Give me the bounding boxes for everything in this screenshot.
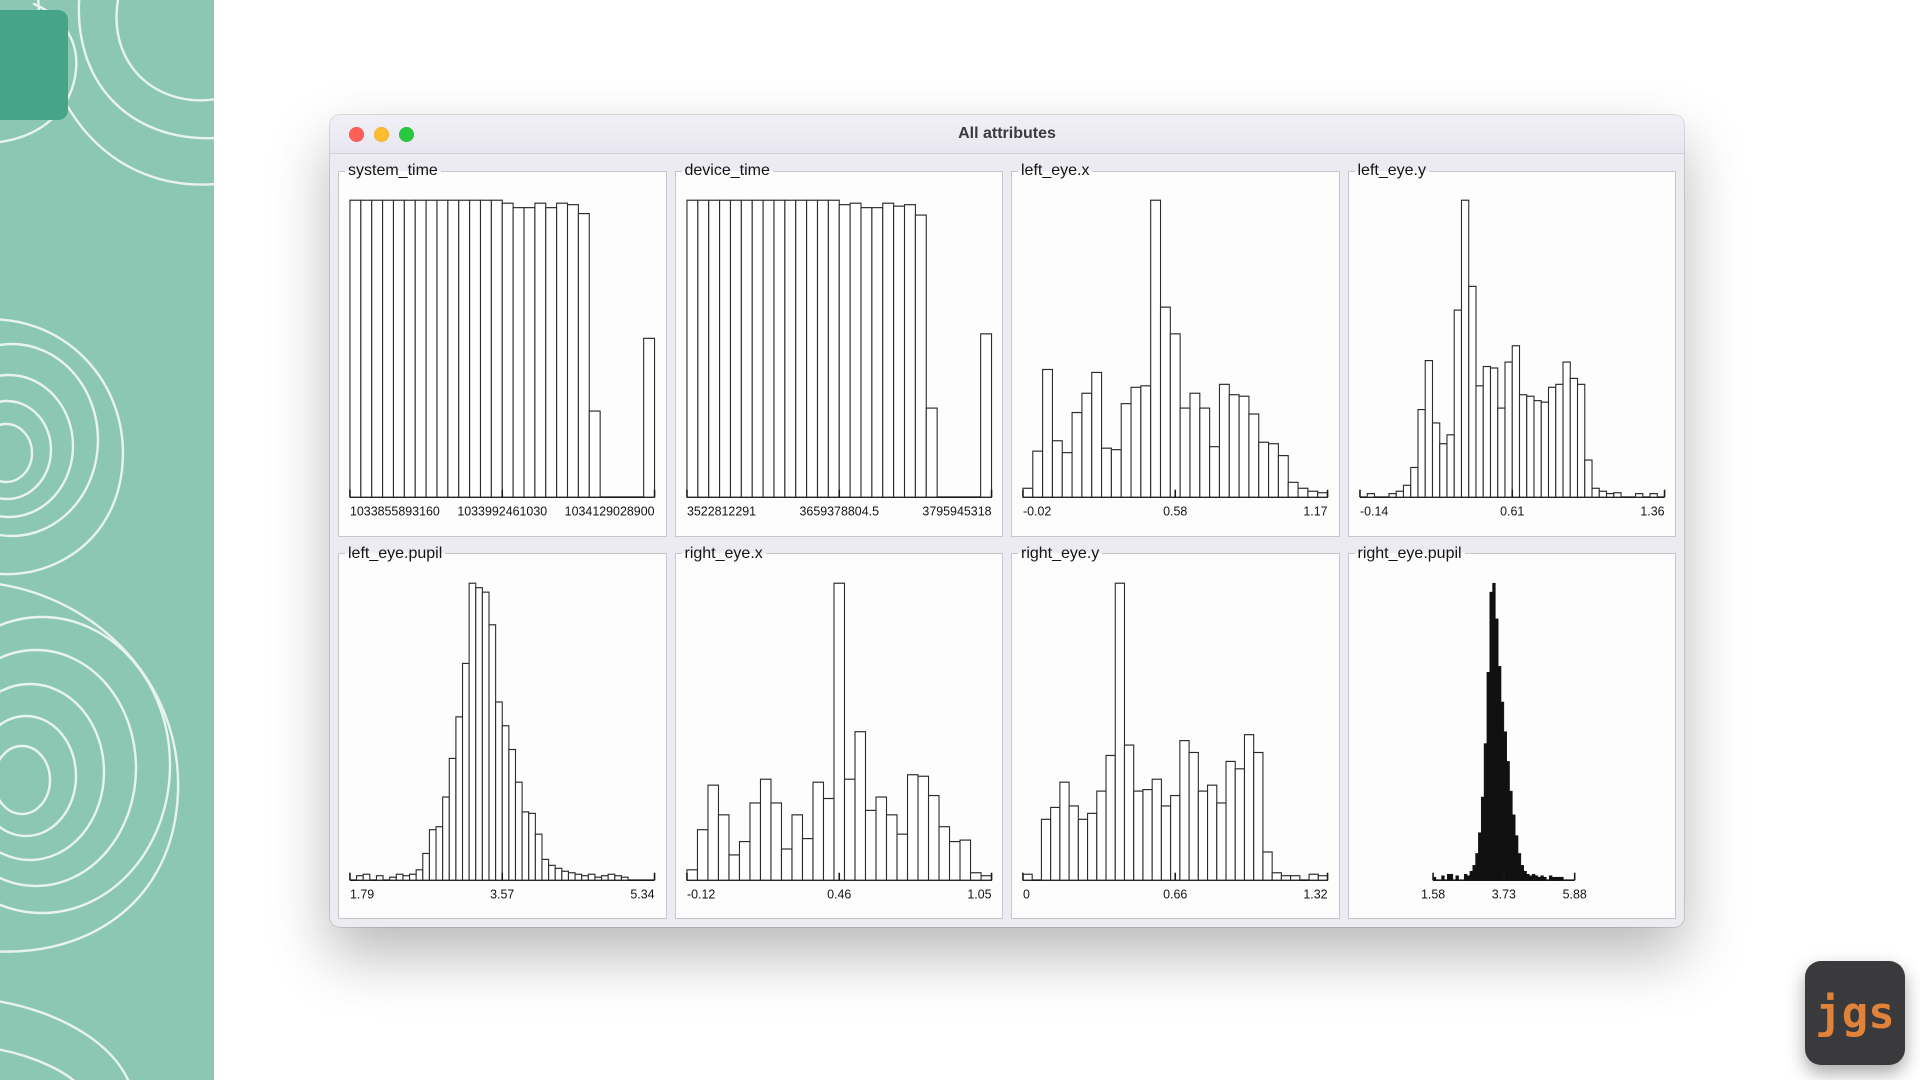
svg-text:1.32: 1.32 — [1303, 885, 1327, 901]
svg-text:5.34: 5.34 — [630, 885, 654, 901]
all-attributes-window: All attributes system_time 1033855893160… — [330, 115, 1684, 927]
svg-text:1.58: 1.58 — [1420, 885, 1444, 901]
histogram-right-eye-x: -0.12 0.46 1.05 — [685, 582, 992, 901]
panel-title: left_eye.pupil — [348, 544, 443, 562]
svg-text:3795945318: 3795945318 — [922, 503, 991, 519]
svg-text:1.17: 1.17 — [1303, 503, 1327, 519]
svg-text:1.36: 1.36 — [1640, 503, 1664, 519]
wallpaper-accent-block — [0, 10, 68, 120]
window-controls — [330, 126, 414, 142]
histogram-system-time: 1033855893160 1033992461030 1034129028900 — [349, 199, 656, 519]
panel-device-time: device_time 3522812291 3659378804.5 379594… — [674, 162, 1003, 537]
svg-text:0: 0 — [1023, 885, 1030, 901]
panel-right-eye-pupil: right_eye.pupil 1.58 3.73 5.88 — [1347, 544, 1676, 919]
panel-title: system_time — [348, 162, 438, 179]
svg-text:-0.14: -0.14 — [1359, 503, 1387, 519]
svg-text:0.66: 0.66 — [1163, 885, 1187, 901]
histogram-right-eye-pupil: 1.58 3.73 5.88 — [1420, 582, 1586, 901]
panel-left-eye-y: left_eye.y -0.14 0.61 1.36 — [1347, 162, 1676, 537]
svg-text:0.58: 0.58 — [1163, 503, 1187, 519]
svg-text:0.61: 0.61 — [1500, 503, 1524, 519]
panel-title: right_eye.y — [1021, 544, 1100, 562]
histogram-left-eye-pupil: 1.79 3.57 5.34 — [349, 582, 656, 901]
svg-text:-0.12: -0.12 — [686, 885, 714, 901]
svg-text:1.79: 1.79 — [350, 885, 374, 901]
histogram-left-eye-y: -0.14 0.61 1.36 — [1358, 199, 1665, 519]
svg-text:-0.02: -0.02 — [1023, 503, 1051, 519]
panel-right-eye-x: right_eye.x -0.12 0.46 1.05 — [674, 544, 1003, 919]
histogram-grid: system_time 1033855893160 1033992461030 10… — [330, 154, 1684, 927]
histogram-left-eye-x: -0.02 0.58 1.17 — [1022, 199, 1329, 519]
zoom-button[interactable] — [399, 126, 414, 142]
panel-title: right_eye.pupil — [1357, 544, 1462, 562]
window-titlebar[interactable]: All attributes — [330, 115, 1684, 154]
svg-text:5.88: 5.88 — [1562, 885, 1586, 901]
svg-text:0.46: 0.46 — [827, 885, 851, 901]
histogram-device-time: 3522812291 3659378804.5 3795945318 — [685, 199, 992, 519]
svg-text:1.05: 1.05 — [967, 885, 991, 901]
svg-text:3522812291: 3522812291 — [686, 503, 755, 519]
svg-text:3.57: 3.57 — [490, 885, 514, 901]
panel-left-eye-x: left_eye.x -0.02 0.58 1.17 — [1011, 162, 1340, 537]
svg-text:1033855893160: 1033855893160 — [350, 503, 440, 519]
topographic-contours-graphic — [0, 0, 214, 1080]
svg-text:1033992461030: 1033992461030 — [457, 503, 547, 519]
histogram-right-eye-y: 0 0.66 1.32 — [1022, 582, 1329, 901]
panel-system-time: system_time 1033855893160 1033992461030 10… — [338, 162, 667, 537]
close-button[interactable] — [349, 126, 364, 142]
panel-right-eye-y: right_eye.y 0 0.66 1.32 — [1011, 544, 1340, 919]
panel-title: right_eye.x — [684, 544, 763, 562]
panel-left-eye-pupil: left_eye.pupil 1.79 3.57 5.34 — [338, 544, 667, 919]
panel-title: left_eye.x — [1021, 162, 1090, 179]
wallpaper-teal-strip — [0, 0, 214, 1080]
svg-text:1034129028900: 1034129028900 — [565, 503, 655, 519]
jgs-logo: jgs — [1805, 961, 1905, 1065]
svg-text:3659378804.5: 3659378804.5 — [799, 503, 878, 519]
jgs-logo-text: jgs — [1815, 987, 1895, 1039]
window-title: All attributes — [958, 125, 1056, 142]
minimize-button[interactable] — [374, 126, 389, 142]
panel-title: device_time — [684, 162, 770, 179]
svg-text:3.73: 3.73 — [1491, 885, 1515, 901]
panel-title: left_eye.y — [1357, 162, 1426, 179]
